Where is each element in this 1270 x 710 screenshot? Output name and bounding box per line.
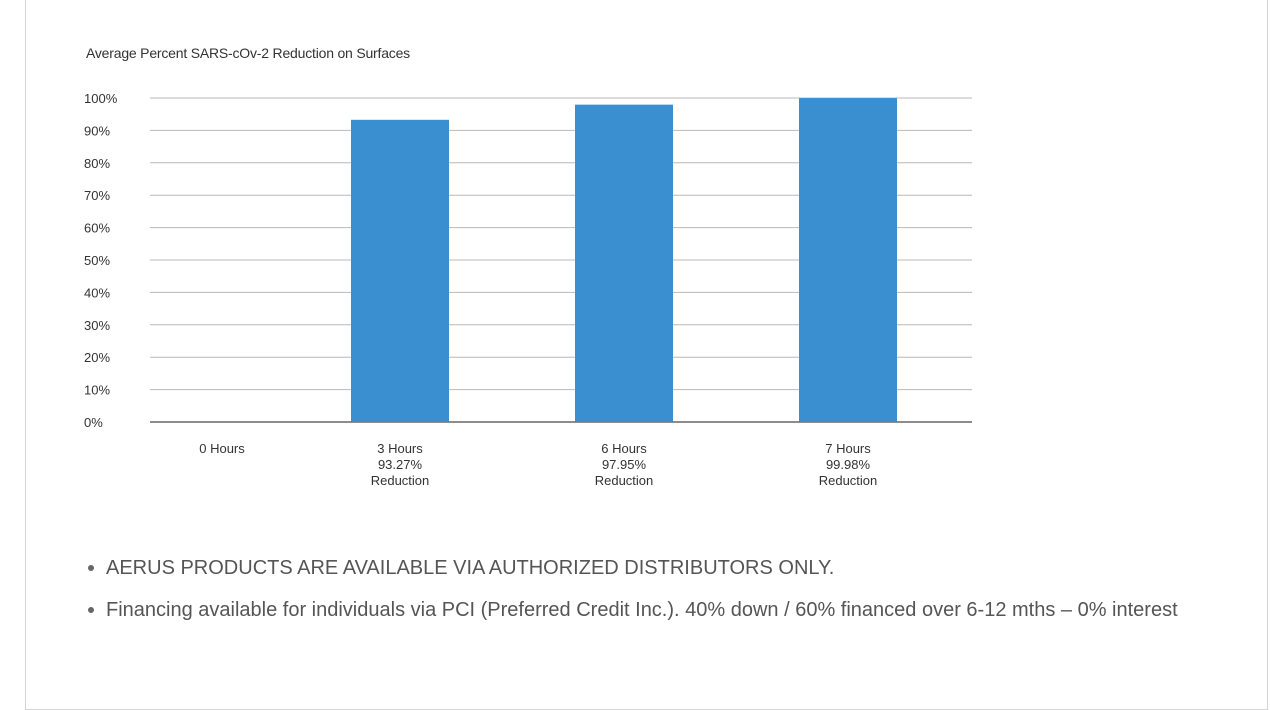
x-category-label: 6 Hours bbox=[601, 441, 647, 456]
x-category-label: 99.98% bbox=[826, 457, 871, 472]
x-category-label: Reduction bbox=[371, 473, 430, 488]
y-tick-label: 100% bbox=[84, 91, 118, 106]
bar bbox=[351, 119, 449, 422]
chart-title: Average Percent SARS-cOv-2 Reduction on … bbox=[86, 45, 410, 61]
x-category-label: 7 Hours bbox=[825, 441, 871, 456]
info-bullet-list: AERUS PRODUCTS ARE AVAILABLE VIA AUTHORI… bbox=[86, 553, 1226, 637]
y-tick-label: 10% bbox=[84, 383, 110, 398]
bar bbox=[799, 98, 897, 423]
bullet-text-distributors: AERUS PRODUCTS ARE AVAILABLE VIA AUTHORI… bbox=[106, 557, 835, 579]
bar-chart: 0% 10% 20% 30% 40% 50% 60% 70% 80% 90% 100% 0 Hour… bbox=[84, 91, 972, 488]
y-tick-label: 60% bbox=[84, 221, 110, 236]
bars bbox=[351, 98, 897, 423]
y-tick-label: 70% bbox=[84, 188, 110, 203]
y-axis-tick-labels: 0% 10% 20% 30% 40% 50% 60% 70% 80% 90% 100% bbox=[84, 91, 118, 430]
x-category-label: Reduction bbox=[819, 473, 878, 488]
y-tick-label: 30% bbox=[84, 318, 110, 333]
bullet-dot-icon bbox=[88, 607, 94, 613]
x-category-label: Reduction bbox=[595, 473, 654, 488]
x-category-label: 0 Hours bbox=[199, 441, 245, 456]
y-tick-label: 80% bbox=[84, 156, 110, 171]
x-category-label: 97.95% bbox=[602, 457, 647, 472]
x-category-label: 3 Hours bbox=[377, 441, 423, 456]
y-tick-label: 20% bbox=[84, 350, 110, 365]
x-category-label: 93.27% bbox=[378, 457, 423, 472]
y-tick-label: 40% bbox=[84, 285, 110, 300]
y-tick-label: 50% bbox=[84, 253, 110, 268]
bullet-item-financing: Financing available for individuals via … bbox=[86, 595, 1226, 625]
bar bbox=[575, 104, 673, 422]
bullet-item-distributors: AERUS PRODUCTS ARE AVAILABLE VIA AUTHORI… bbox=[86, 553, 1226, 583]
y-tick-label: 90% bbox=[84, 123, 110, 138]
y-tick-label: 0% bbox=[84, 415, 103, 430]
bullet-text-financing: Financing available for individuals via … bbox=[106, 599, 1178, 621]
bullet-dot-icon bbox=[88, 565, 94, 571]
